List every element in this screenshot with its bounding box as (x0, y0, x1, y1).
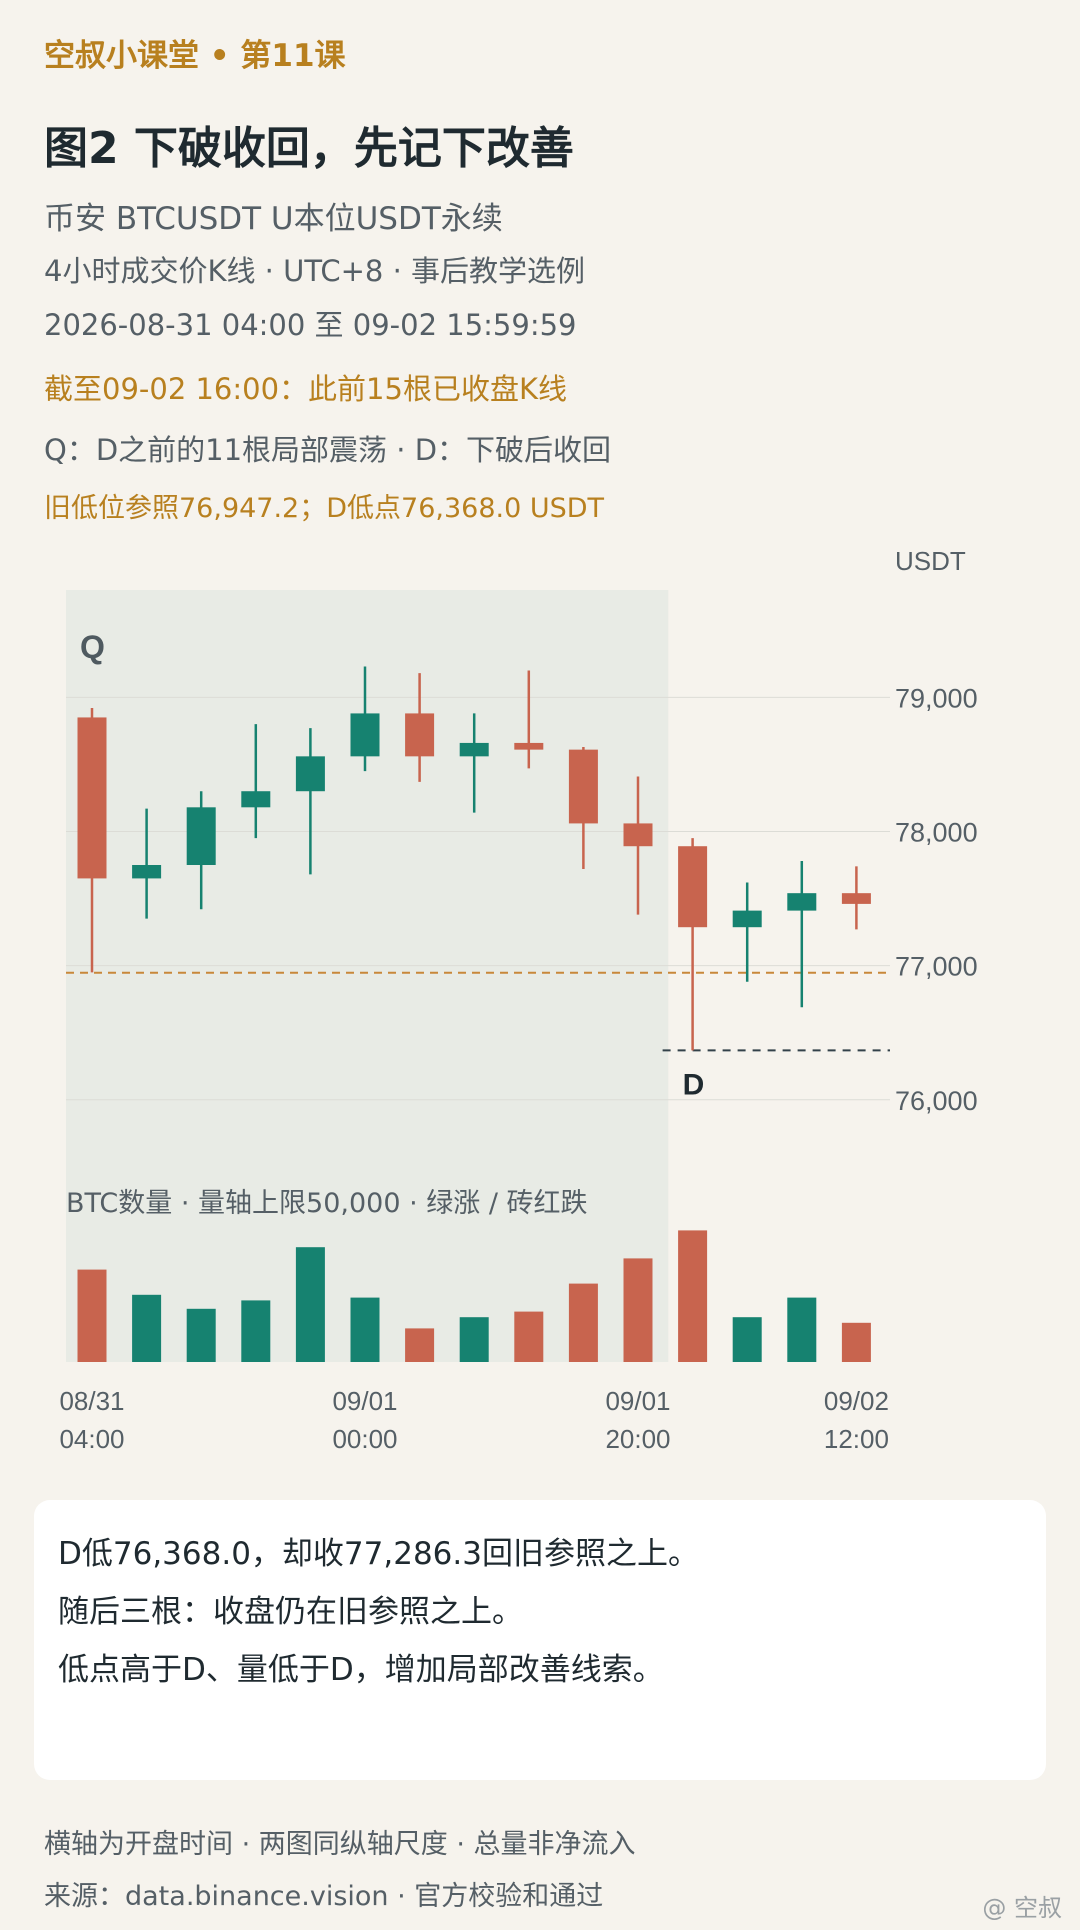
q-zone-shading (66, 590, 669, 1362)
note-line-2: 随后三根：收盘仍在旧参照之上。 (58, 1594, 523, 1630)
volume-bar (841, 1322, 871, 1362)
volume-bar (295, 1247, 325, 1362)
candle-body (623, 823, 653, 847)
note-line-1: D低76,368.0，却收77,286.3回旧参照之上。 (58, 1536, 699, 1572)
x-tick-label-date: 09/01 (605, 1386, 670, 1416)
x-tick-label-date: 08/31 (59, 1386, 124, 1416)
candle-body (841, 893, 871, 904)
candle-body (459, 742, 489, 757)
volume-bar (514, 1311, 544, 1362)
y-tick-label: 79,000 (895, 683, 978, 713)
series-title: 空叔小课堂 • 第11课 (44, 38, 346, 74)
volume-bar (623, 1258, 653, 1362)
subtitle-market: 币安 BTCUSDT U本位USDT永续 (44, 201, 503, 237)
candle-body (295, 756, 325, 792)
candle-body (186, 807, 216, 865)
q-zone-label: Q (80, 629, 105, 665)
candlestick-chart: 79,000 78,000 77,000 76,000 USDT Q D BTC数量 · 量轴… (59, 546, 978, 1454)
volume-bar (241, 1300, 271, 1362)
page-title: 图2 下破收回，先记下改善 (44, 123, 574, 174)
volume-bar (732, 1317, 762, 1362)
volume-bar (186, 1308, 216, 1362)
footer-axis-note: 横轴为开盘时间 · 两图同纵轴尺度 · 总量非净流入 (44, 1829, 636, 1860)
candle-body (405, 713, 435, 757)
candle-body (678, 846, 708, 928)
volume-bar (678, 1230, 708, 1362)
x-tick-label-time: 04:00 (59, 1424, 124, 1454)
x-tick-label-time: 00:00 (332, 1424, 397, 1454)
volume-bar (568, 1283, 598, 1362)
candle-body (732, 910, 762, 928)
volume-label: BTC数量 · 量轴上限50,000 · 绿涨 / 砖红跌 (66, 1188, 588, 1219)
candle-body (132, 865, 162, 879)
d-label: D (683, 1068, 705, 1101)
candle-body (77, 717, 107, 879)
volume-bar (77, 1269, 107, 1362)
y-tick-label: 78,000 (895, 817, 978, 847)
subtitle-reference: 旧低位参照76,947.2；D低点76,368.0 USDT (44, 493, 605, 524)
volume-bar (787, 1297, 817, 1362)
footer-source: 来源：data.binance.vision · 官方校验和通过 (44, 1881, 604, 1912)
candle-body (514, 742, 544, 750)
x-tick-label-date: 09/02 (824, 1386, 889, 1416)
volume-bar (132, 1294, 162, 1362)
subtitle-timeframe: 4小时成交价K线 · UTC+8 · 事后教学选例 (44, 254, 586, 288)
note-line-3: 低点高于D、量低于D，增加局部改善线索。 (58, 1652, 664, 1688)
subtitle-cutoff: 截至09-02 16:00：此前15根已收盘K线 (44, 372, 567, 406)
y-tick-label: 76,000 (895, 1086, 978, 1116)
watermark: @ 空叔 (982, 1894, 1062, 1922)
volume-bar (350, 1297, 380, 1362)
notes-panel: D低76,368.0，却收77,286.3回旧参照之上。 随后三根：收盘仍在旧参… (34, 1500, 1046, 1780)
volume-bar (405, 1328, 435, 1362)
candle-body (568, 749, 598, 824)
candle-body (350, 713, 380, 757)
y-tick-label: 77,000 (895, 952, 978, 982)
x-tick-label-time: 12:00 (824, 1424, 889, 1454)
candle-body (787, 893, 817, 911)
subtitle-legend: Q：D之前的11根局部震荡 · D：下破后收回 (44, 433, 612, 467)
candle-body (241, 791, 271, 808)
volume-bar (459, 1317, 489, 1362)
x-tick-label-date: 09/01 (332, 1386, 397, 1416)
x-tick-label-time: 20:00 (605, 1424, 670, 1454)
y-axis-unit: USDT (895, 546, 966, 576)
subtitle-date-range: 2026-08-31 04:00 至 09-02 15:59:59 (44, 308, 577, 342)
